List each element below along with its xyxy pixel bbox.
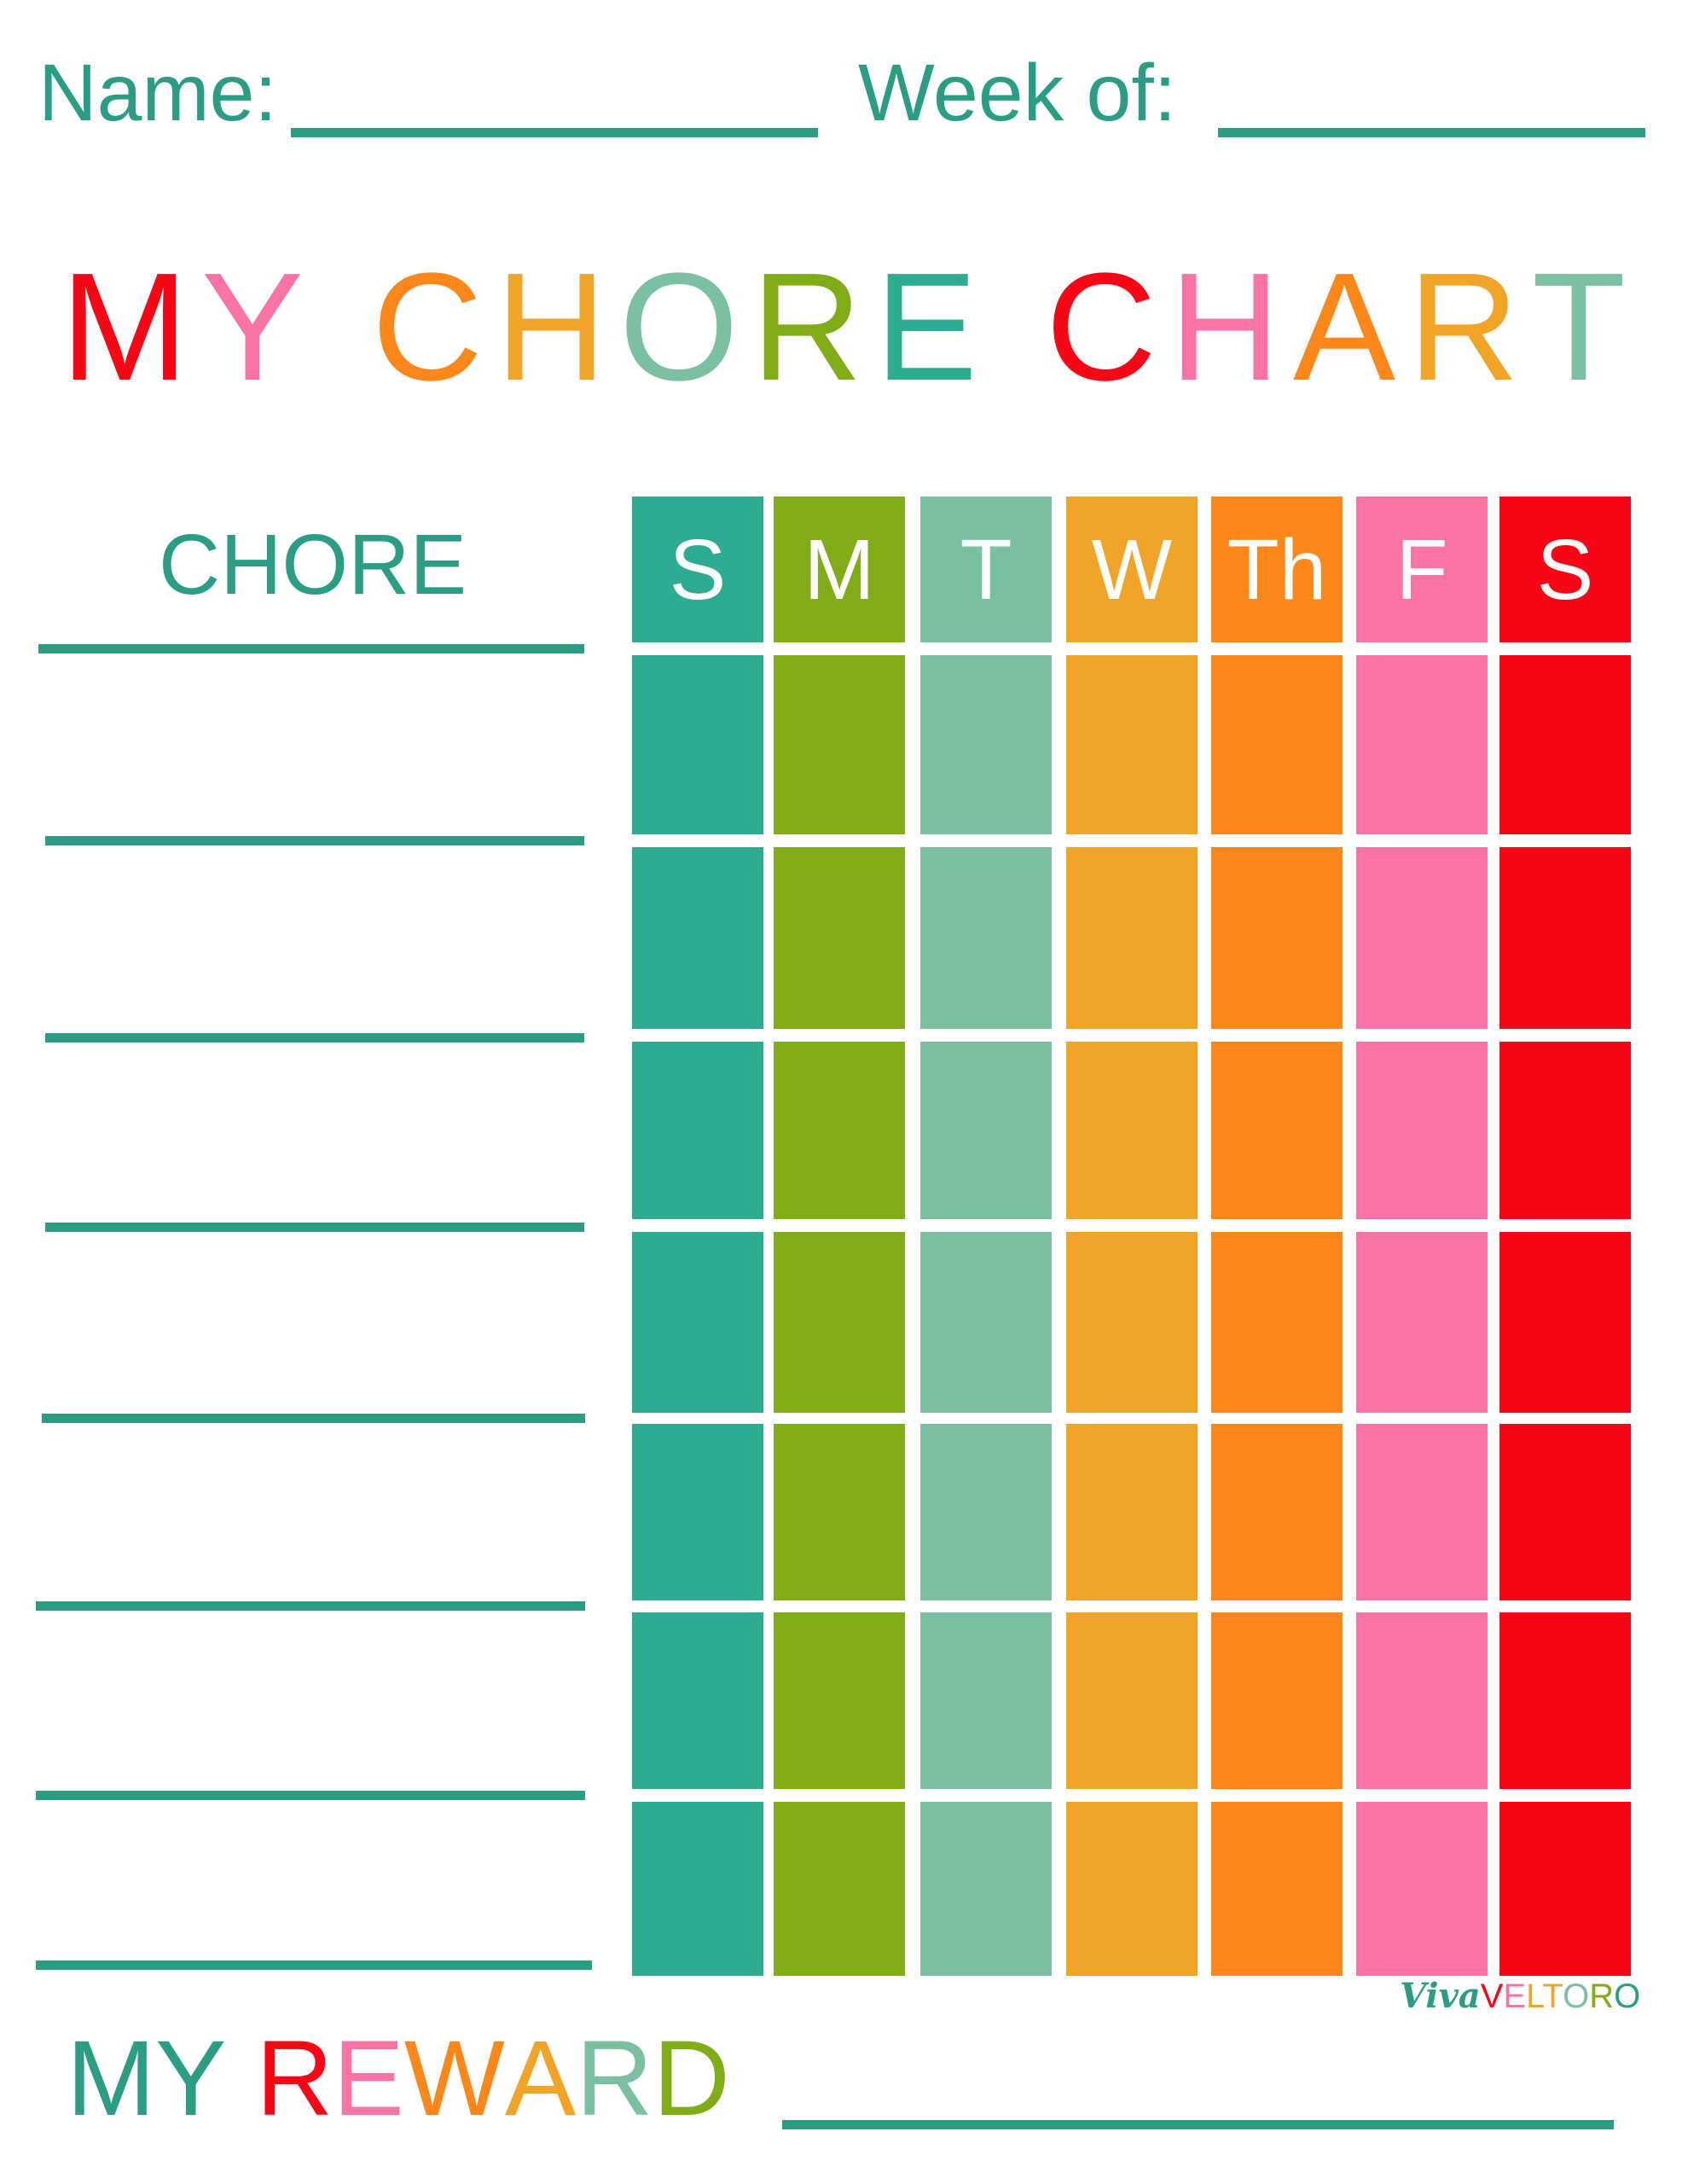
chore-entry-line[interactable]	[45, 836, 584, 845]
chore-entry-line[interactable]	[36, 1601, 585, 1611]
title-letter: R	[751, 241, 862, 413]
chore-entry-line[interactable]	[38, 644, 584, 653]
chore-checkbox-cell[interactable]	[632, 847, 763, 1029]
title-letter: Y	[200, 241, 304, 413]
chore-checkbox-cell[interactable]	[920, 847, 1052, 1029]
brand-logo: VivaVELTORO	[1400, 1976, 1641, 2016]
chore-checkbox-cell[interactable]	[774, 1424, 905, 1600]
day-header-s: S	[632, 497, 763, 642]
reward-letter: R	[576, 2019, 653, 2138]
chore-checkbox-cell[interactable]	[1066, 1232, 1198, 1413]
reward-letter: W	[403, 2019, 505, 2138]
chore-checkbox-cell[interactable]	[1066, 1042, 1198, 1219]
chore-checkbox-cell[interactable]	[774, 847, 905, 1029]
chore-checkbox-cell[interactable]	[1356, 1232, 1488, 1413]
title-letter	[990, 251, 1033, 404]
chore-entry-line[interactable]	[36, 1791, 585, 1800]
chore-checkbox-cell[interactable]	[920, 1232, 1052, 1413]
chore-checkbox-cell[interactable]	[774, 1232, 905, 1413]
chore-checkbox-cell[interactable]	[1499, 1424, 1631, 1600]
chore-checkbox-cell[interactable]	[1066, 1424, 1198, 1600]
chore-checkbox-cell[interactable]	[1356, 1424, 1488, 1600]
chore-checkbox-cell[interactable]	[774, 1612, 905, 1789]
title-letter: T	[1531, 241, 1626, 413]
day-header-m: M	[774, 497, 905, 642]
chore-checkbox-cell[interactable]	[1499, 1612, 1631, 1789]
chore-checkbox-cell[interactable]	[1356, 1612, 1488, 1789]
reward-letter: D	[653, 2019, 730, 2138]
reward-letter	[227, 2025, 257, 2132]
chore-checkbox-cell[interactable]	[1499, 1232, 1631, 1413]
day-header-t: T	[920, 497, 1052, 642]
reward-letter: R	[256, 2019, 334, 2138]
chore-checkbox-cell[interactable]	[1211, 847, 1343, 1029]
reward-letter: Y	[155, 2019, 227, 2138]
title-letter: A	[1292, 241, 1396, 413]
chore-checkbox-cell[interactable]	[1211, 1232, 1343, 1413]
title-letter	[316, 251, 359, 404]
chore-checkbox-cell[interactable]	[632, 1424, 763, 1600]
chore-entry-line[interactable]	[42, 1414, 585, 1423]
chore-checkbox-cell[interactable]	[920, 1424, 1052, 1600]
week-field-line[interactable]	[1218, 128, 1645, 137]
title-letter: R	[1408, 241, 1519, 413]
reward-letter: M	[67, 2019, 156, 2138]
chore-checkbox-cell[interactable]	[632, 1042, 763, 1219]
chore-checkbox-cell[interactable]	[920, 1042, 1052, 1219]
chore-entry-line[interactable]	[45, 1033, 584, 1043]
chore-checkbox-cell[interactable]	[1499, 847, 1631, 1029]
chore-checkbox-cell[interactable]	[920, 1802, 1052, 1976]
chore-checkbox-cell[interactable]	[632, 1802, 763, 1976]
reward-letter: A	[504, 2019, 577, 2138]
chore-checkbox-cell[interactable]	[632, 1612, 763, 1789]
chore-checkbox-cell[interactable]	[774, 1802, 905, 1976]
chore-checkbox-cell[interactable]	[1356, 847, 1488, 1029]
week-label: Week of:	[858, 48, 1177, 138]
chore-checkbox-cell[interactable]	[1211, 655, 1343, 834]
title-letter: C	[371, 241, 483, 413]
reward-letter: E	[333, 2019, 404, 2138]
chore-checkbox-cell[interactable]	[774, 655, 905, 834]
chore-checkbox-cell[interactable]	[1211, 1042, 1343, 1219]
chore-checkbox-cell[interactable]	[632, 1232, 763, 1413]
chore-checkbox-cell[interactable]	[1066, 655, 1198, 834]
title-letter: H	[495, 241, 606, 413]
chore-checkbox-cell[interactable]	[1499, 1802, 1631, 1976]
day-header-th: Th	[1211, 497, 1343, 642]
chore-checkbox-cell[interactable]	[1211, 1424, 1343, 1600]
chore-checkbox-cell[interactable]	[1066, 847, 1198, 1029]
reward-field-line[interactable]	[782, 2120, 1614, 2129]
name-label: Name:	[38, 48, 277, 138]
title-letter: O	[618, 241, 739, 413]
chore-entry-line[interactable]	[36, 1960, 592, 1970]
chore-checkbox-cell[interactable]	[1499, 655, 1631, 834]
day-header-f: F	[1356, 497, 1488, 642]
chore-checkbox-cell[interactable]	[920, 1612, 1052, 1789]
chore-checkbox-cell[interactable]	[632, 655, 763, 834]
title-letter: E	[874, 241, 977, 413]
chore-checkbox-cell[interactable]	[1499, 1042, 1631, 1219]
title-letter: H	[1169, 241, 1280, 413]
chore-checkbox-cell[interactable]	[920, 655, 1052, 834]
day-header-s: S	[1499, 497, 1631, 642]
chore-checkbox-cell[interactable]	[1356, 655, 1488, 834]
chore-entry-line[interactable]	[45, 1223, 584, 1232]
chore-checkbox-cell[interactable]	[1211, 1612, 1343, 1789]
title-letter: C	[1045, 241, 1157, 413]
chore-column-header: CHORE	[159, 517, 467, 613]
title-letter: M	[61, 241, 189, 413]
day-header-w: W	[1066, 497, 1198, 642]
chore-checkbox-cell[interactable]	[1066, 1802, 1198, 1976]
chore-checkbox-cell[interactable]	[1356, 1042, 1488, 1219]
chore-checkbox-cell[interactable]	[1066, 1612, 1198, 1789]
chore-checkbox-cell[interactable]	[1356, 1802, 1488, 1976]
chore-checkbox-cell[interactable]	[1211, 1802, 1343, 1976]
chore-checkbox-cell[interactable]	[774, 1042, 905, 1219]
name-field-line[interactable]	[291, 128, 818, 137]
